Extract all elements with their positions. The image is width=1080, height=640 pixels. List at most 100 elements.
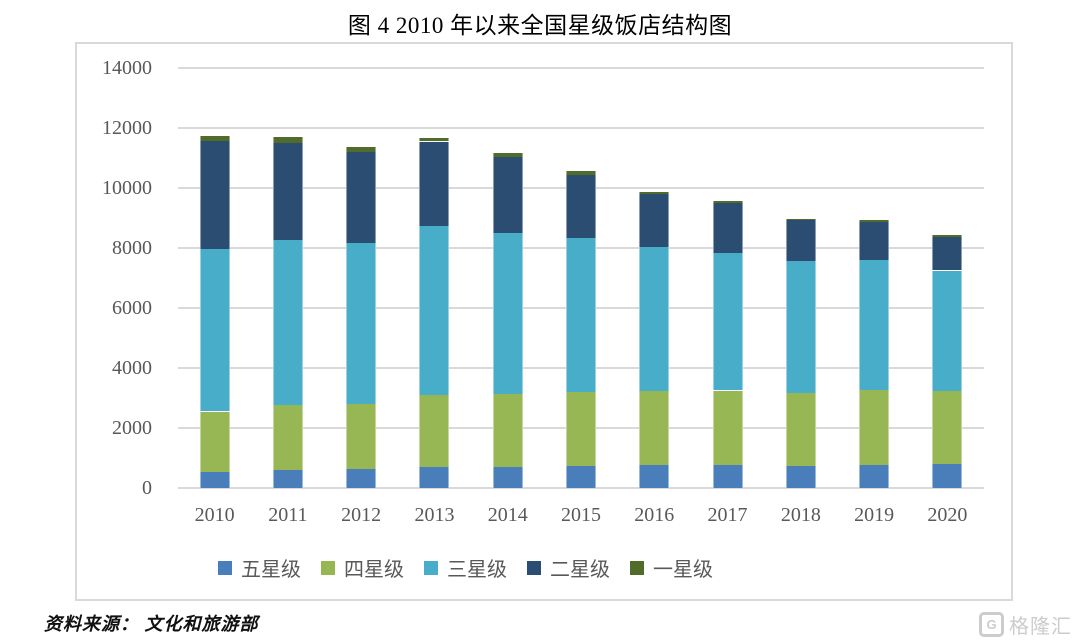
chart-title: 图 4 2010 年以来全国星级饭店结构图 xyxy=(347,13,733,38)
y-axis-tick-label: 4000 xyxy=(112,357,152,379)
bar-segment-四星级-2020 xyxy=(932,390,963,465)
bar-segment-四星级-2018 xyxy=(785,392,816,466)
bar-segment-一星级-2013 xyxy=(419,137,450,142)
bar-segment-五星级-2019 xyxy=(859,464,890,488)
bar-segment-五星级-2020 xyxy=(932,464,963,488)
bar-segment-三星级-2014 xyxy=(492,232,523,394)
legend-label: 二星级 xyxy=(550,559,610,581)
x-axis-label: 2014 xyxy=(487,504,528,526)
bar-segment-一星级-2018 xyxy=(785,218,816,221)
x-axis-label: 2017 xyxy=(707,504,748,526)
bar-segment-一星级-2012 xyxy=(346,147,377,152)
bar-segment-三星级-2015 xyxy=(566,238,596,393)
y-axis-tick-label: 6000 xyxy=(112,297,152,319)
gelonghui-logo-icon: G xyxy=(979,612,1004,637)
bar-segment-五星级-2018 xyxy=(785,465,816,488)
legend-swatch xyxy=(218,560,232,575)
bar-segment-一星级-2020 xyxy=(932,235,963,238)
y-axis-tick-label: 14000 xyxy=(102,57,152,79)
legend-item-二星级: 二星级 xyxy=(527,553,610,582)
bar-segment-一星级-2014 xyxy=(492,152,523,157)
bar-segment-五星级-2013 xyxy=(419,467,450,488)
bar-segment-四星级-2014 xyxy=(492,393,523,467)
legend-swatch xyxy=(527,560,541,575)
bar-segment-三星级-2017 xyxy=(712,252,743,391)
bar-segment-二星级-2019 xyxy=(859,221,890,261)
bar-segment-二星级-2020 xyxy=(932,237,963,271)
bar-segment-二星级-2013 xyxy=(419,141,450,227)
legend-item-四星级: 四星级 xyxy=(321,553,404,582)
legend-swatch xyxy=(321,560,335,575)
legend-item-五星级: 五星级 xyxy=(218,553,301,582)
bar-segment-五星级-2015 xyxy=(566,465,596,488)
y-axis-tick-label: 12000 xyxy=(102,117,152,139)
x-axis-label: 2010 xyxy=(194,504,235,526)
legend-label: 三星级 xyxy=(447,559,507,581)
bar-segment-一星级-2010 xyxy=(199,135,230,142)
gridline xyxy=(178,127,984,129)
watermark-logo: G 格隆汇 xyxy=(979,610,1072,639)
x-axis-label: 2011 xyxy=(268,504,308,526)
x-axis-label: 2020 xyxy=(927,504,968,526)
bar-segment-四星级-2019 xyxy=(859,389,890,465)
x-axis-label: 2013 xyxy=(414,504,455,526)
bar-segment-四星级-2012 xyxy=(346,403,377,469)
legend-label: 一星级 xyxy=(653,559,713,581)
bar-segment-三星级-2012 xyxy=(346,242,377,404)
watermark-text: 格隆汇 xyxy=(1009,616,1072,638)
bar-segment-一星级-2017 xyxy=(712,200,743,204)
bar-segment-三星级-2020 xyxy=(932,270,963,391)
gridline xyxy=(178,67,984,69)
bar-segment-二星级-2017 xyxy=(712,203,743,253)
legend-label: 四星级 xyxy=(344,559,404,581)
x-axis-label: 2015 xyxy=(561,504,601,526)
bar-segment-一星级-2019 xyxy=(859,219,890,222)
bar-segment-二星级-2010 xyxy=(199,141,230,249)
bar-segment-五星级-2016 xyxy=(639,464,670,488)
y-axis-tick-label: 8000 xyxy=(112,237,152,259)
bar-segment-三星级-2018 xyxy=(785,261,816,393)
bar-segment-二星级-2018 xyxy=(785,220,816,262)
chart-legend: 五星级 四星级 三星级 二星级 一星级 xyxy=(218,553,733,582)
bar-segment-五星级-2011 xyxy=(272,470,303,488)
bar-segment-四星级-2013 xyxy=(419,394,450,468)
legend-item-一星级: 一星级 xyxy=(630,553,713,582)
x-axis-baseline xyxy=(178,487,984,489)
bar-segment-一星级-2016 xyxy=(639,191,670,194)
y-axis-tick-label: 2000 xyxy=(112,417,152,439)
legend-swatch xyxy=(630,560,644,575)
bar-segment-二星级-2016 xyxy=(639,193,670,248)
bar-segment-五星级-2012 xyxy=(346,468,377,488)
source-note: 资料来源： 文化和旅游部 xyxy=(44,614,259,634)
bar-segment-三星级-2011 xyxy=(272,239,303,405)
bar-segment-二星级-2011 xyxy=(272,142,303,240)
bar-segment-四星级-2011 xyxy=(272,404,303,471)
bar-segment-五星级-2014 xyxy=(492,467,523,488)
chart-area xyxy=(75,42,1013,601)
bar-segment-四星级-2015 xyxy=(566,392,596,466)
bar-segment-五星级-2017 xyxy=(712,464,743,488)
bar-segment-一星级-2011 xyxy=(272,137,303,143)
y-axis-tick-label: 10000 xyxy=(102,177,152,199)
bar-segment-五星级-2010 xyxy=(199,472,230,488)
bar-segment-三星级-2019 xyxy=(859,260,890,390)
legend-swatch xyxy=(424,560,438,575)
bar-segment-二星级-2012 xyxy=(346,151,377,243)
bar-segment-二星级-2014 xyxy=(492,156,523,233)
bar-segment-二星级-2015 xyxy=(566,175,596,239)
bar-segment-三星级-2010 xyxy=(199,248,230,412)
x-axis-label: 2018 xyxy=(780,504,821,526)
x-axis-label: 2019 xyxy=(854,504,895,526)
bar-segment-四星级-2010 xyxy=(199,411,230,473)
x-axis-label: 2012 xyxy=(341,504,382,526)
bar-segment-四星级-2016 xyxy=(639,391,670,465)
bar-segment-三星级-2016 xyxy=(639,247,670,392)
bar-segment-一星级-2015 xyxy=(566,171,596,176)
x-axis-label: 2016 xyxy=(634,504,675,526)
y-axis-tick-label: 0 xyxy=(142,477,152,499)
bar-segment-三星级-2013 xyxy=(419,226,450,395)
legend-label: 五星级 xyxy=(241,559,301,581)
bar-segment-四星级-2017 xyxy=(712,390,743,465)
legend-item-三星级: 三星级 xyxy=(424,553,507,582)
